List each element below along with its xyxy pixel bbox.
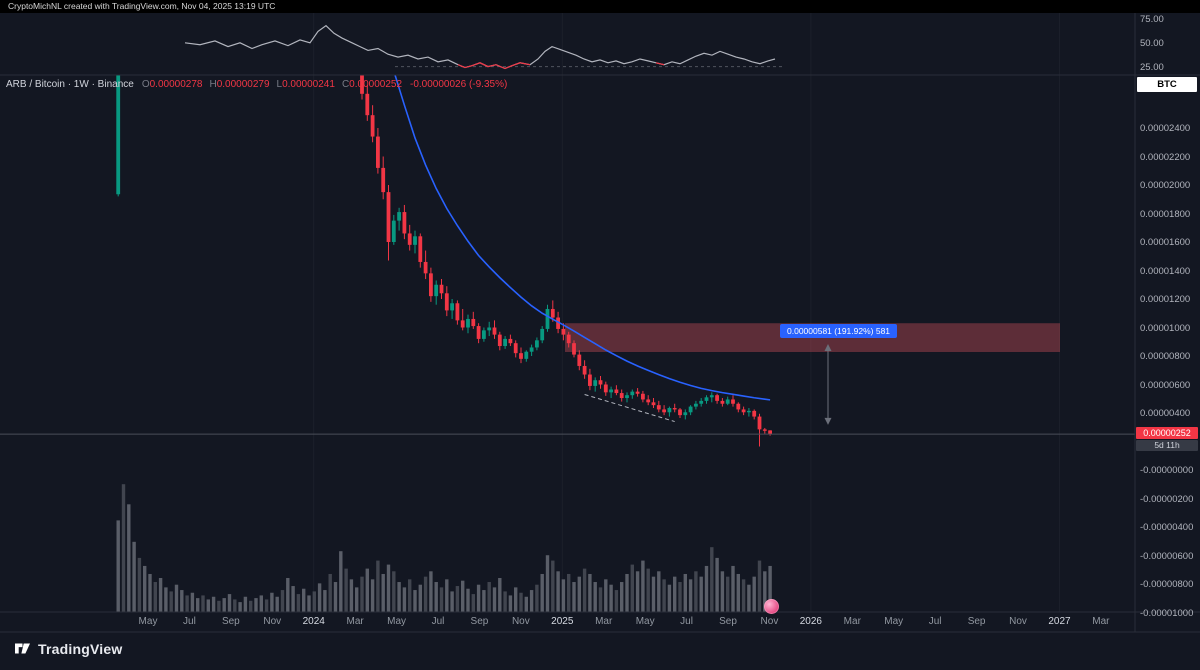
- price-scale[interactable]: 0.00002400 0.00002200 0.00002000 0.00001800…: [1136, 13, 1200, 619]
- time-axis-label: Nov: [263, 616, 282, 627]
- price-axis-label: -0.00000600: [1140, 550, 1194, 562]
- price-axis-label: 0.00002200: [1140, 151, 1191, 163]
- time-axis-label: Nov: [760, 616, 779, 627]
- time-axis-label: Nov: [511, 616, 530, 627]
- ohlc-item: O 0.00000278: [141, 79, 203, 90]
- ohlc-item: L 0.00000241: [276, 79, 335, 90]
- time-axis-label: Nov: [1009, 616, 1027, 627]
- price-axis-label: 0.00001400: [1140, 265, 1191, 277]
- price-axis-label: 0.00000600: [1140, 379, 1191, 391]
- price-range-label[interactable]: 0.00000581 (191.92%) 581: [780, 324, 898, 339]
- time-axis-label: 2026: [799, 616, 822, 627]
- time-axis-label: Mar: [1092, 616, 1110, 627]
- price-axis-label: 0.00001000: [1140, 322, 1191, 334]
- price-axis-label: 0.00001600: [1140, 237, 1191, 248]
- time-axis-label: 2025: [551, 616, 574, 627]
- time-axis-label: Sep: [221, 616, 240, 627]
- time-axis-label: Mar: [346, 616, 364, 627]
- time-axis-label: Mar: [843, 616, 861, 627]
- time-axis-label: Sep: [719, 616, 737, 627]
- time-scale[interactable]: May Jul Sep Nov 2024 Mar May Jul Sep Nov 2025 Mar Ma…: [0, 614, 1135, 632]
- emoji-sticker[interactable]: [764, 599, 779, 614]
- time-axis-label: Jul: [680, 616, 693, 627]
- symbol-title[interactable]: ARB / Bitcoin · 1W · Binance: [6, 79, 134, 90]
- rsi-axis-label: 25.00: [1140, 61, 1164, 73]
- price-axis-label: 0.00001800: [1140, 208, 1191, 220]
- time-axis-label: May: [635, 616, 655, 627]
- time-axis-label: May: [387, 616, 407, 627]
- time-axis-label: Sep: [967, 616, 986, 627]
- price-axis-label: 0.00002400: [1140, 123, 1191, 134]
- time-axis-label: May: [884, 616, 904, 627]
- ohlc-values: O 0.00000278 H 0.00000279 L 0.00000241 C 0.0000…: [142, 79, 402, 90]
- rsi-price-scale[interactable]: 75.00 50.00 25.00: [1136, 0, 1200, 75]
- ohlc-item: H 0.00000279: [209, 79, 270, 90]
- bar-countdown: 5d 11h: [1136, 440, 1198, 452]
- time-axis-label: 2027: [1048, 616, 1071, 627]
- attribution-text: CryptoMichNL created with TradingView.co…: [8, 1, 276, 11]
- time-axis-label: Sep: [470, 616, 489, 627]
- time-axis-label: May: [138, 616, 158, 627]
- tradingview-logo[interactable]: TradingView: [14, 640, 122, 657]
- price-axis-label: 0.00001200: [1140, 294, 1191, 305]
- last-price-value: 0.00000252: [1136, 427, 1198, 440]
- tradingview-logo-text: TradingView: [38, 640, 123, 657]
- price-axis-label: 0.00000400: [1140, 408, 1191, 419]
- price-axis-label: 0.00002000: [1140, 180, 1191, 191]
- time-axis-label: 2024: [302, 616, 325, 627]
- price-axis-label: -0.00000400: [1140, 522, 1194, 533]
- rsi-axis-label: 50.00: [1140, 37, 1164, 49]
- ohlc-item: C 0.00000252: [341, 79, 403, 90]
- symbol-legend[interactable]: ARB / Bitcoin · 1W · Binance O 0.00000278…: [6, 79, 507, 90]
- price-axis-label: -0.00000200: [1140, 493, 1194, 505]
- time-axis-label: Jul: [183, 616, 196, 627]
- time-axis-label: Jul: [928, 616, 942, 627]
- rsi-axis-label: 75.00: [1140, 14, 1164, 25]
- attribution-bar: CryptoMichNL created with TradingView.co…: [0, 0, 1200, 13]
- change-value: -0.00000026 (-9.35%): [410, 79, 508, 90]
- price-axis-label: 0.00000800: [1140, 351, 1191, 362]
- price-axis-label: -0.00000000: [1140, 465, 1194, 476]
- time-axis-label: Mar: [595, 616, 613, 627]
- btc-unit-button[interactable]: BTC: [1137, 77, 1197, 92]
- price-axis-label: -0.00001000: [1140, 607, 1194, 619]
- time-axis-label: Jul: [431, 616, 445, 627]
- tradingview-logo-icon: [15, 643, 30, 654]
- price-axis-label: -0.00000800: [1140, 579, 1194, 590]
- last-price-badge: 0.00000252 5d 11h: [1136, 427, 1198, 452]
